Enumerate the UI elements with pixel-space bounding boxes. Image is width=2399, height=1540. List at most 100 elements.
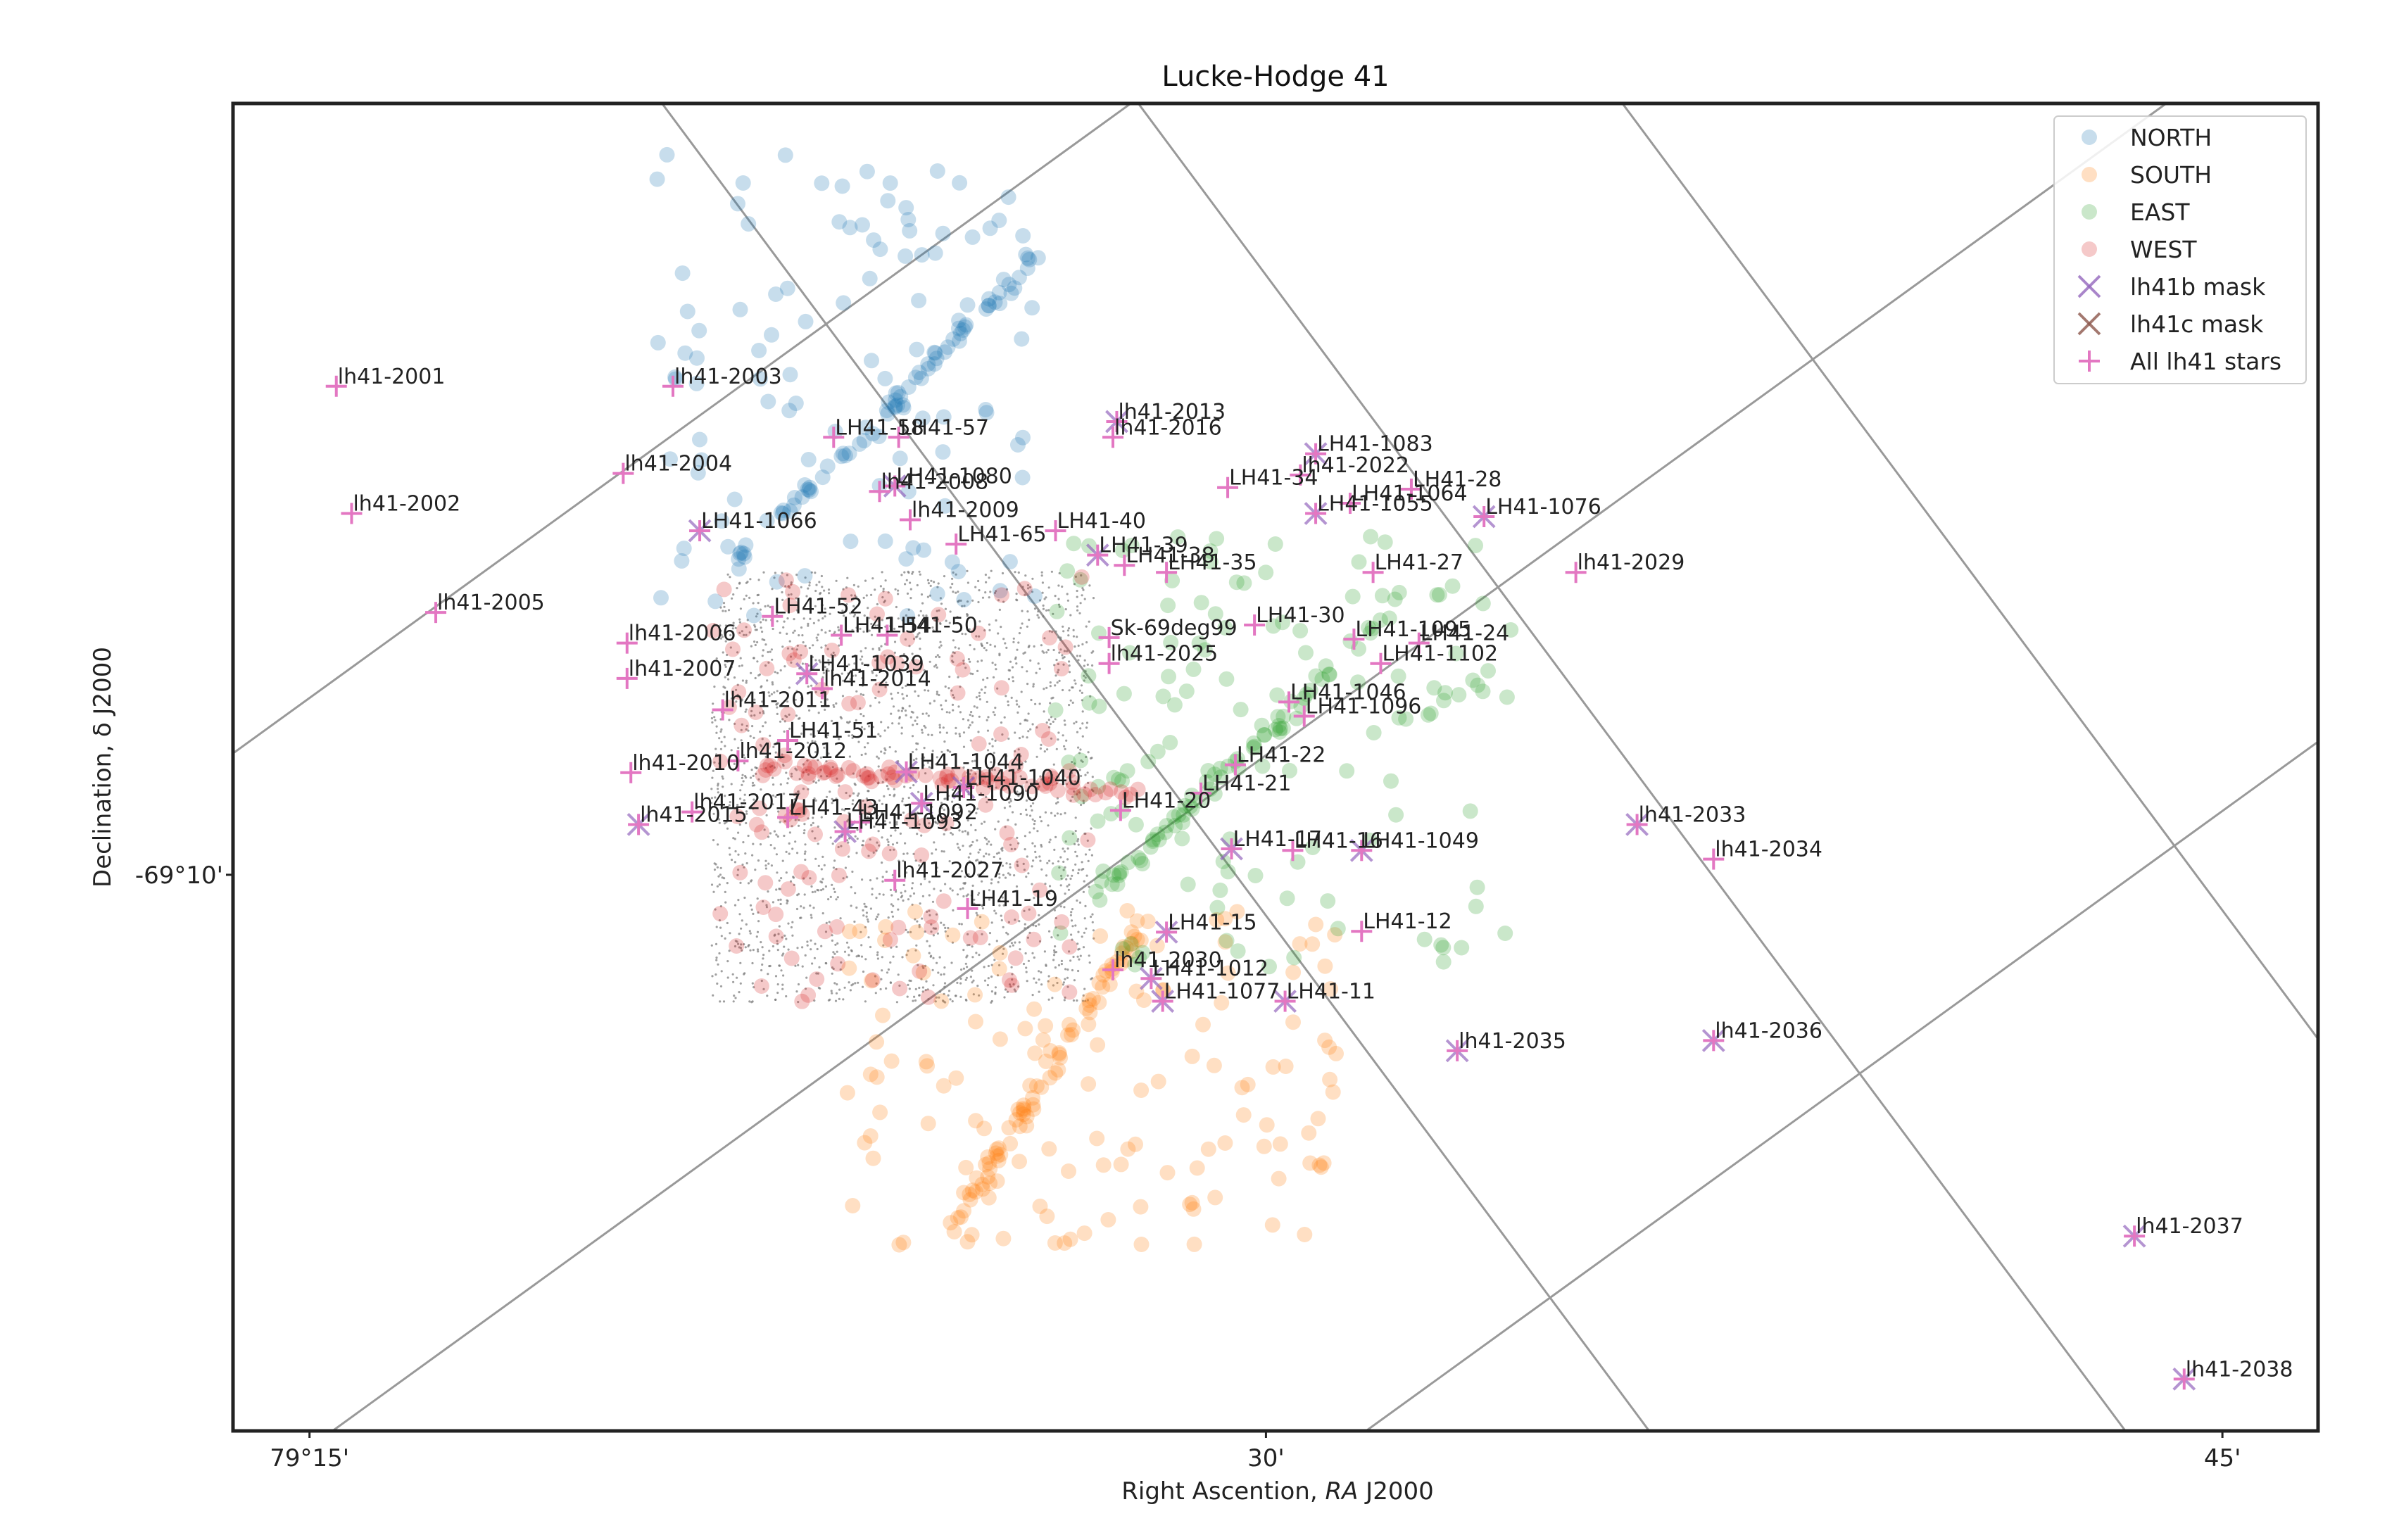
point-south: [1050, 1061, 1066, 1078]
fov-dot: [1057, 934, 1059, 937]
fov-dot: [754, 625, 757, 628]
star-label: lh41-2007: [629, 657, 736, 681]
fov-dot: [1031, 809, 1033, 812]
fov-dot: [956, 615, 959, 619]
fov-dot: [1039, 747, 1042, 750]
fov-dot: [966, 771, 969, 774]
fov-dot: [988, 596, 990, 599]
fov-dot: [776, 983, 779, 986]
fov-dot: [1055, 659, 1058, 662]
fov-dot: [1074, 863, 1077, 866]
point-west: [993, 726, 1009, 742]
point-south: [1078, 1000, 1095, 1016]
fov-dot: [880, 645, 883, 648]
fov-dot: [1038, 978, 1040, 981]
fov-dot: [996, 974, 1000, 977]
fov-dot: [887, 968, 890, 971]
point-north: [1030, 250, 1046, 266]
fov-dot: [928, 945, 931, 947]
fov-dot: [993, 591, 997, 595]
fov-dot: [973, 705, 976, 708]
fov-dot: [829, 895, 832, 898]
fov-dot: [743, 943, 745, 946]
fov-dot: [927, 582, 930, 585]
fov-dot: [1007, 819, 1009, 821]
fov-dot: [988, 742, 991, 745]
point-south: [1140, 914, 1156, 930]
fov-dot: [1076, 942, 1079, 945]
fov-dot: [1056, 812, 1059, 815]
fov-dot: [911, 887, 914, 890]
fov-dot: [713, 686, 716, 688]
fov-dot: [864, 647, 867, 650]
fov-dot: [1009, 985, 1012, 988]
fov-dot: [1050, 716, 1053, 719]
fov-dot: [831, 992, 833, 995]
fov-dot: [824, 885, 827, 888]
fov-dot: [936, 654, 939, 657]
fov-dot: [1067, 627, 1071, 630]
fov-dot: [931, 900, 935, 903]
fov-dot: [730, 697, 733, 700]
fov-dot: [926, 579, 930, 582]
fov-dot: [723, 605, 726, 608]
point-east: [1296, 690, 1312, 707]
point-south: [845, 1198, 861, 1213]
fov-dot: [1029, 659, 1032, 662]
point-north: [926, 344, 943, 360]
fov-dot: [952, 696, 955, 699]
fov-dot: [798, 819, 800, 821]
fov-dot: [1078, 689, 1081, 692]
point-south: [1043, 1043, 1059, 1059]
fov-dot: [743, 805, 746, 808]
fov-dot: [745, 633, 748, 636]
fov-dot: [847, 672, 850, 675]
point-north: [831, 214, 848, 230]
fov-dot: [853, 920, 856, 923]
fov-dot: [797, 1001, 800, 1004]
fov-dot: [951, 583, 954, 586]
fov-dot: [743, 866, 745, 869]
fov-dot: [764, 867, 767, 870]
point-south: [1240, 1076, 1256, 1092]
fov-dot: [1091, 913, 1094, 916]
fov-dot: [741, 919, 743, 922]
fov-dot: [1059, 884, 1062, 887]
fov-dot: [917, 614, 920, 617]
fov-dot: [713, 623, 716, 626]
fov-dot: [722, 693, 725, 696]
fov-dot: [764, 664, 767, 667]
fov-dot: [838, 644, 840, 647]
fov-dot: [726, 921, 729, 925]
fov-dot: [795, 907, 799, 911]
point-south: [1119, 903, 1135, 919]
fov-dot: [990, 976, 993, 978]
fov-dot: [978, 848, 981, 851]
fov-dot: [810, 823, 813, 826]
star-label: LH41-1076: [1485, 495, 1601, 519]
fov-dot: [1057, 669, 1060, 671]
fov-dot: [767, 862, 770, 865]
fov-dot: [933, 700, 936, 702]
star-label: Sk-69deg99: [1111, 616, 1238, 640]
point-south: [1278, 1059, 1294, 1074]
fov-dot: [814, 690, 817, 694]
fov-dot: [816, 947, 819, 951]
fov-dot: [715, 753, 718, 756]
fov-dot: [767, 973, 769, 976]
point-south: [995, 1230, 1012, 1246]
fov-dot: [905, 871, 908, 874]
fov-dot: [751, 854, 754, 857]
fov-dot: [921, 895, 924, 897]
fov-dot: [839, 917, 842, 920]
point-east: [1426, 680, 1442, 696]
fov-dot: [930, 923, 933, 926]
fov-dot: [1090, 915, 1093, 919]
fov-dot: [1027, 730, 1030, 733]
fov-dot: [897, 898, 900, 901]
fov-dot: [717, 788, 719, 790]
fov-dot: [1073, 762, 1076, 765]
fov-dot: [944, 685, 947, 688]
point-north: [1019, 260, 1035, 277]
